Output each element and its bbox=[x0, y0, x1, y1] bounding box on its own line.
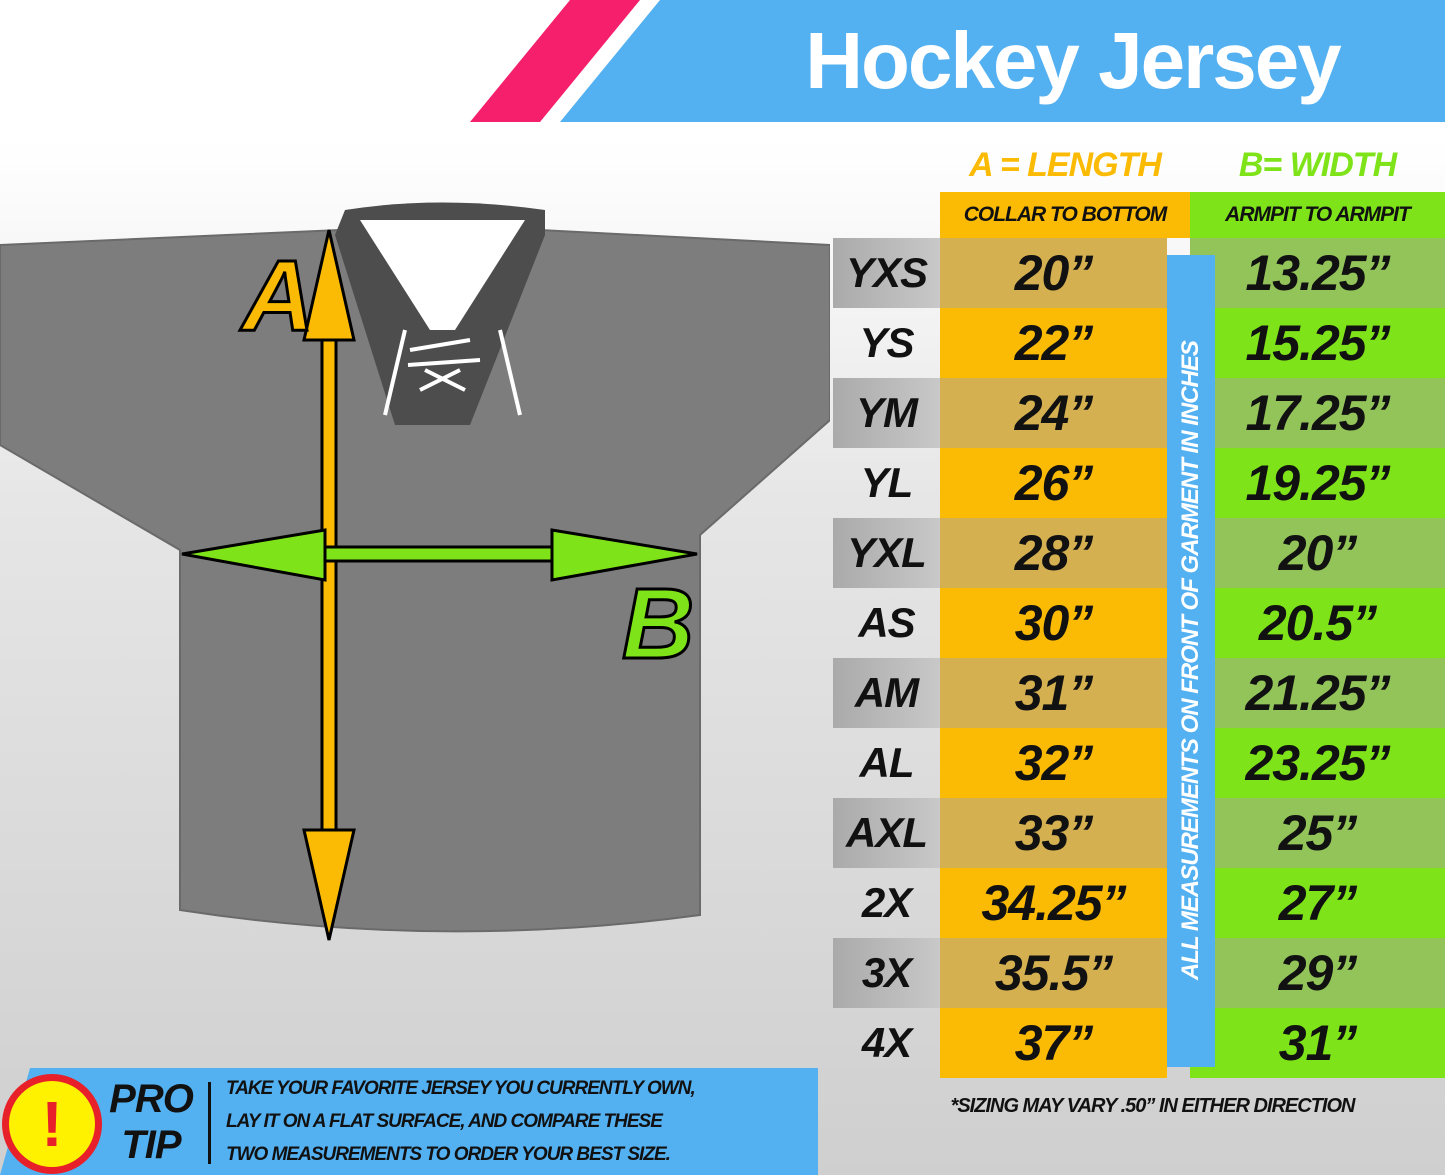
width-cell: 19.25” bbox=[1190, 448, 1445, 518]
size-cell: YL bbox=[833, 448, 940, 518]
size-cell-text: AS bbox=[858, 599, 915, 646]
length-cell-text: 32” bbox=[1014, 735, 1094, 791]
length-cell: 28” bbox=[940, 518, 1167, 588]
size-cell-text: AL bbox=[859, 739, 915, 786]
length-cell-text: 24” bbox=[1014, 385, 1094, 441]
size-cell-text: 4X bbox=[861, 1019, 912, 1066]
length-cell-text: 35.5” bbox=[994, 945, 1113, 1001]
width-cell: 17.25” bbox=[1190, 378, 1445, 448]
width-cell: 13.25” bbox=[1190, 238, 1445, 308]
jersey-body bbox=[0, 229, 830, 933]
width-cell: 27” bbox=[1190, 868, 1445, 938]
width-cell-text: 20” bbox=[1278, 525, 1358, 581]
exclamation-icon: ! bbox=[2, 1074, 102, 1174]
width-cell: 20.5” bbox=[1190, 588, 1445, 658]
width-cell: 31” bbox=[1190, 1008, 1445, 1078]
length-arrow bbox=[302, 229, 356, 941]
size-cell-text: YXS bbox=[845, 249, 928, 296]
size-cell-text: YS bbox=[859, 319, 914, 366]
length-cell: 35.5” bbox=[940, 938, 1167, 1008]
length-cell: 22” bbox=[940, 308, 1167, 378]
sizing-note: *SIZING MAY VARY .50” IN EITHER DIRECTIO… bbox=[950, 1095, 1356, 1117]
page-title: Hockey Jersey bbox=[805, 16, 1341, 105]
width-cell-text: 25” bbox=[1278, 805, 1358, 861]
size-cell-text: YXL bbox=[847, 529, 927, 576]
width-cell: 23.25” bbox=[1190, 728, 1445, 798]
width-arrow bbox=[181, 528, 698, 582]
length-cell-text: 37” bbox=[1014, 1015, 1094, 1071]
length-cell-text: 34.25” bbox=[981, 875, 1126, 931]
length-cell-text: 31” bbox=[1014, 665, 1094, 721]
size-cell: YM bbox=[833, 378, 940, 448]
width-cell-text: 19.25” bbox=[1245, 455, 1390, 511]
label-a: A bbox=[239, 240, 314, 352]
laces-icon bbox=[383, 329, 522, 416]
length-cell-text: 30” bbox=[1014, 595, 1094, 651]
size-cell: YXS bbox=[833, 238, 940, 308]
size-cell: 4X bbox=[833, 1008, 940, 1078]
length-cell: 32” bbox=[940, 728, 1167, 798]
length-cell-text: 33” bbox=[1014, 805, 1094, 861]
size-cell: YXL bbox=[833, 518, 940, 588]
side-note: ALL MEASUREMENTS ON FRONT OF GARMENT IN … bbox=[1177, 341, 1204, 981]
length-cell: 31” bbox=[940, 658, 1167, 728]
length-cell: 34.25” bbox=[940, 868, 1167, 938]
length-cell: 30” bbox=[940, 588, 1167, 658]
size-cell: AL bbox=[833, 728, 940, 798]
width-cell-text: 29” bbox=[1278, 945, 1358, 1001]
divider bbox=[208, 1082, 211, 1164]
length-cell: 24” bbox=[940, 378, 1167, 448]
width-cell: 15.25” bbox=[1190, 308, 1445, 378]
width-header: B= WIDTH bbox=[1238, 146, 1397, 184]
length-cell: 26” bbox=[940, 448, 1167, 518]
width-cell-text: 27” bbox=[1278, 875, 1358, 931]
pro-tip-label: PRO TIP bbox=[109, 1077, 194, 1167]
width-cell: 29” bbox=[1190, 938, 1445, 1008]
size-cell: YS bbox=[833, 308, 940, 378]
width-cell-text: 13.25” bbox=[1245, 245, 1390, 301]
size-cell: AXL bbox=[833, 798, 940, 868]
size-cell: 2X bbox=[833, 868, 940, 938]
width-cell-text: 31” bbox=[1278, 1015, 1358, 1071]
length-subheader: COLLAR TO BOTTOM bbox=[940, 192, 1190, 238]
size-cell: AS bbox=[833, 588, 940, 658]
size-cell-text: AM bbox=[854, 669, 919, 716]
size-cell-text: 3X bbox=[861, 949, 912, 996]
width-cell-text: 15.25” bbox=[1245, 315, 1390, 371]
length-cell-text: 26” bbox=[1014, 455, 1094, 511]
size-cell-text: AXL bbox=[846, 809, 928, 856]
width-cell-text: 17.25” bbox=[1245, 385, 1390, 441]
pro-tip-text: TAKE YOUR FAVORITE JERSEY YOU CURRENTLY … bbox=[226, 1078, 696, 1165]
size-cell-text: 2X bbox=[861, 879, 912, 926]
size-cell-text: YM bbox=[856, 389, 918, 436]
width-subheader: ARMPIT TO ARMPIT bbox=[1190, 192, 1445, 238]
size-cell-text: YL bbox=[860, 459, 914, 506]
width-cell: 25” bbox=[1190, 798, 1445, 868]
title-banner bbox=[560, 0, 1445, 122]
width-cell-text: 20.5” bbox=[1258, 595, 1377, 651]
width-cell: 20” bbox=[1190, 518, 1445, 588]
length-header: A = LENGTH bbox=[969, 146, 1162, 184]
side-note-band bbox=[1167, 255, 1215, 1067]
pro-tip-bar bbox=[0, 1068, 818, 1175]
size-cell: AM bbox=[833, 658, 940, 728]
length-cell-text: 22” bbox=[1014, 315, 1094, 371]
size-cell: 3X bbox=[833, 938, 940, 1008]
label-b: B bbox=[622, 568, 694, 680]
jersey-diagram: A B bbox=[0, 202, 830, 941]
length-cell-text: 20” bbox=[1014, 245, 1094, 301]
width-cell-text: 23.25” bbox=[1245, 735, 1390, 791]
length-cell: 33” bbox=[940, 798, 1167, 868]
width-cell-text: 21.25” bbox=[1245, 665, 1390, 721]
length-cell: 20” bbox=[940, 238, 1167, 308]
width-cell: 21.25” bbox=[1190, 658, 1445, 728]
length-cell-text: 28” bbox=[1014, 525, 1094, 581]
length-cell: 37” bbox=[940, 1008, 1167, 1078]
collar-opening bbox=[360, 220, 525, 330]
